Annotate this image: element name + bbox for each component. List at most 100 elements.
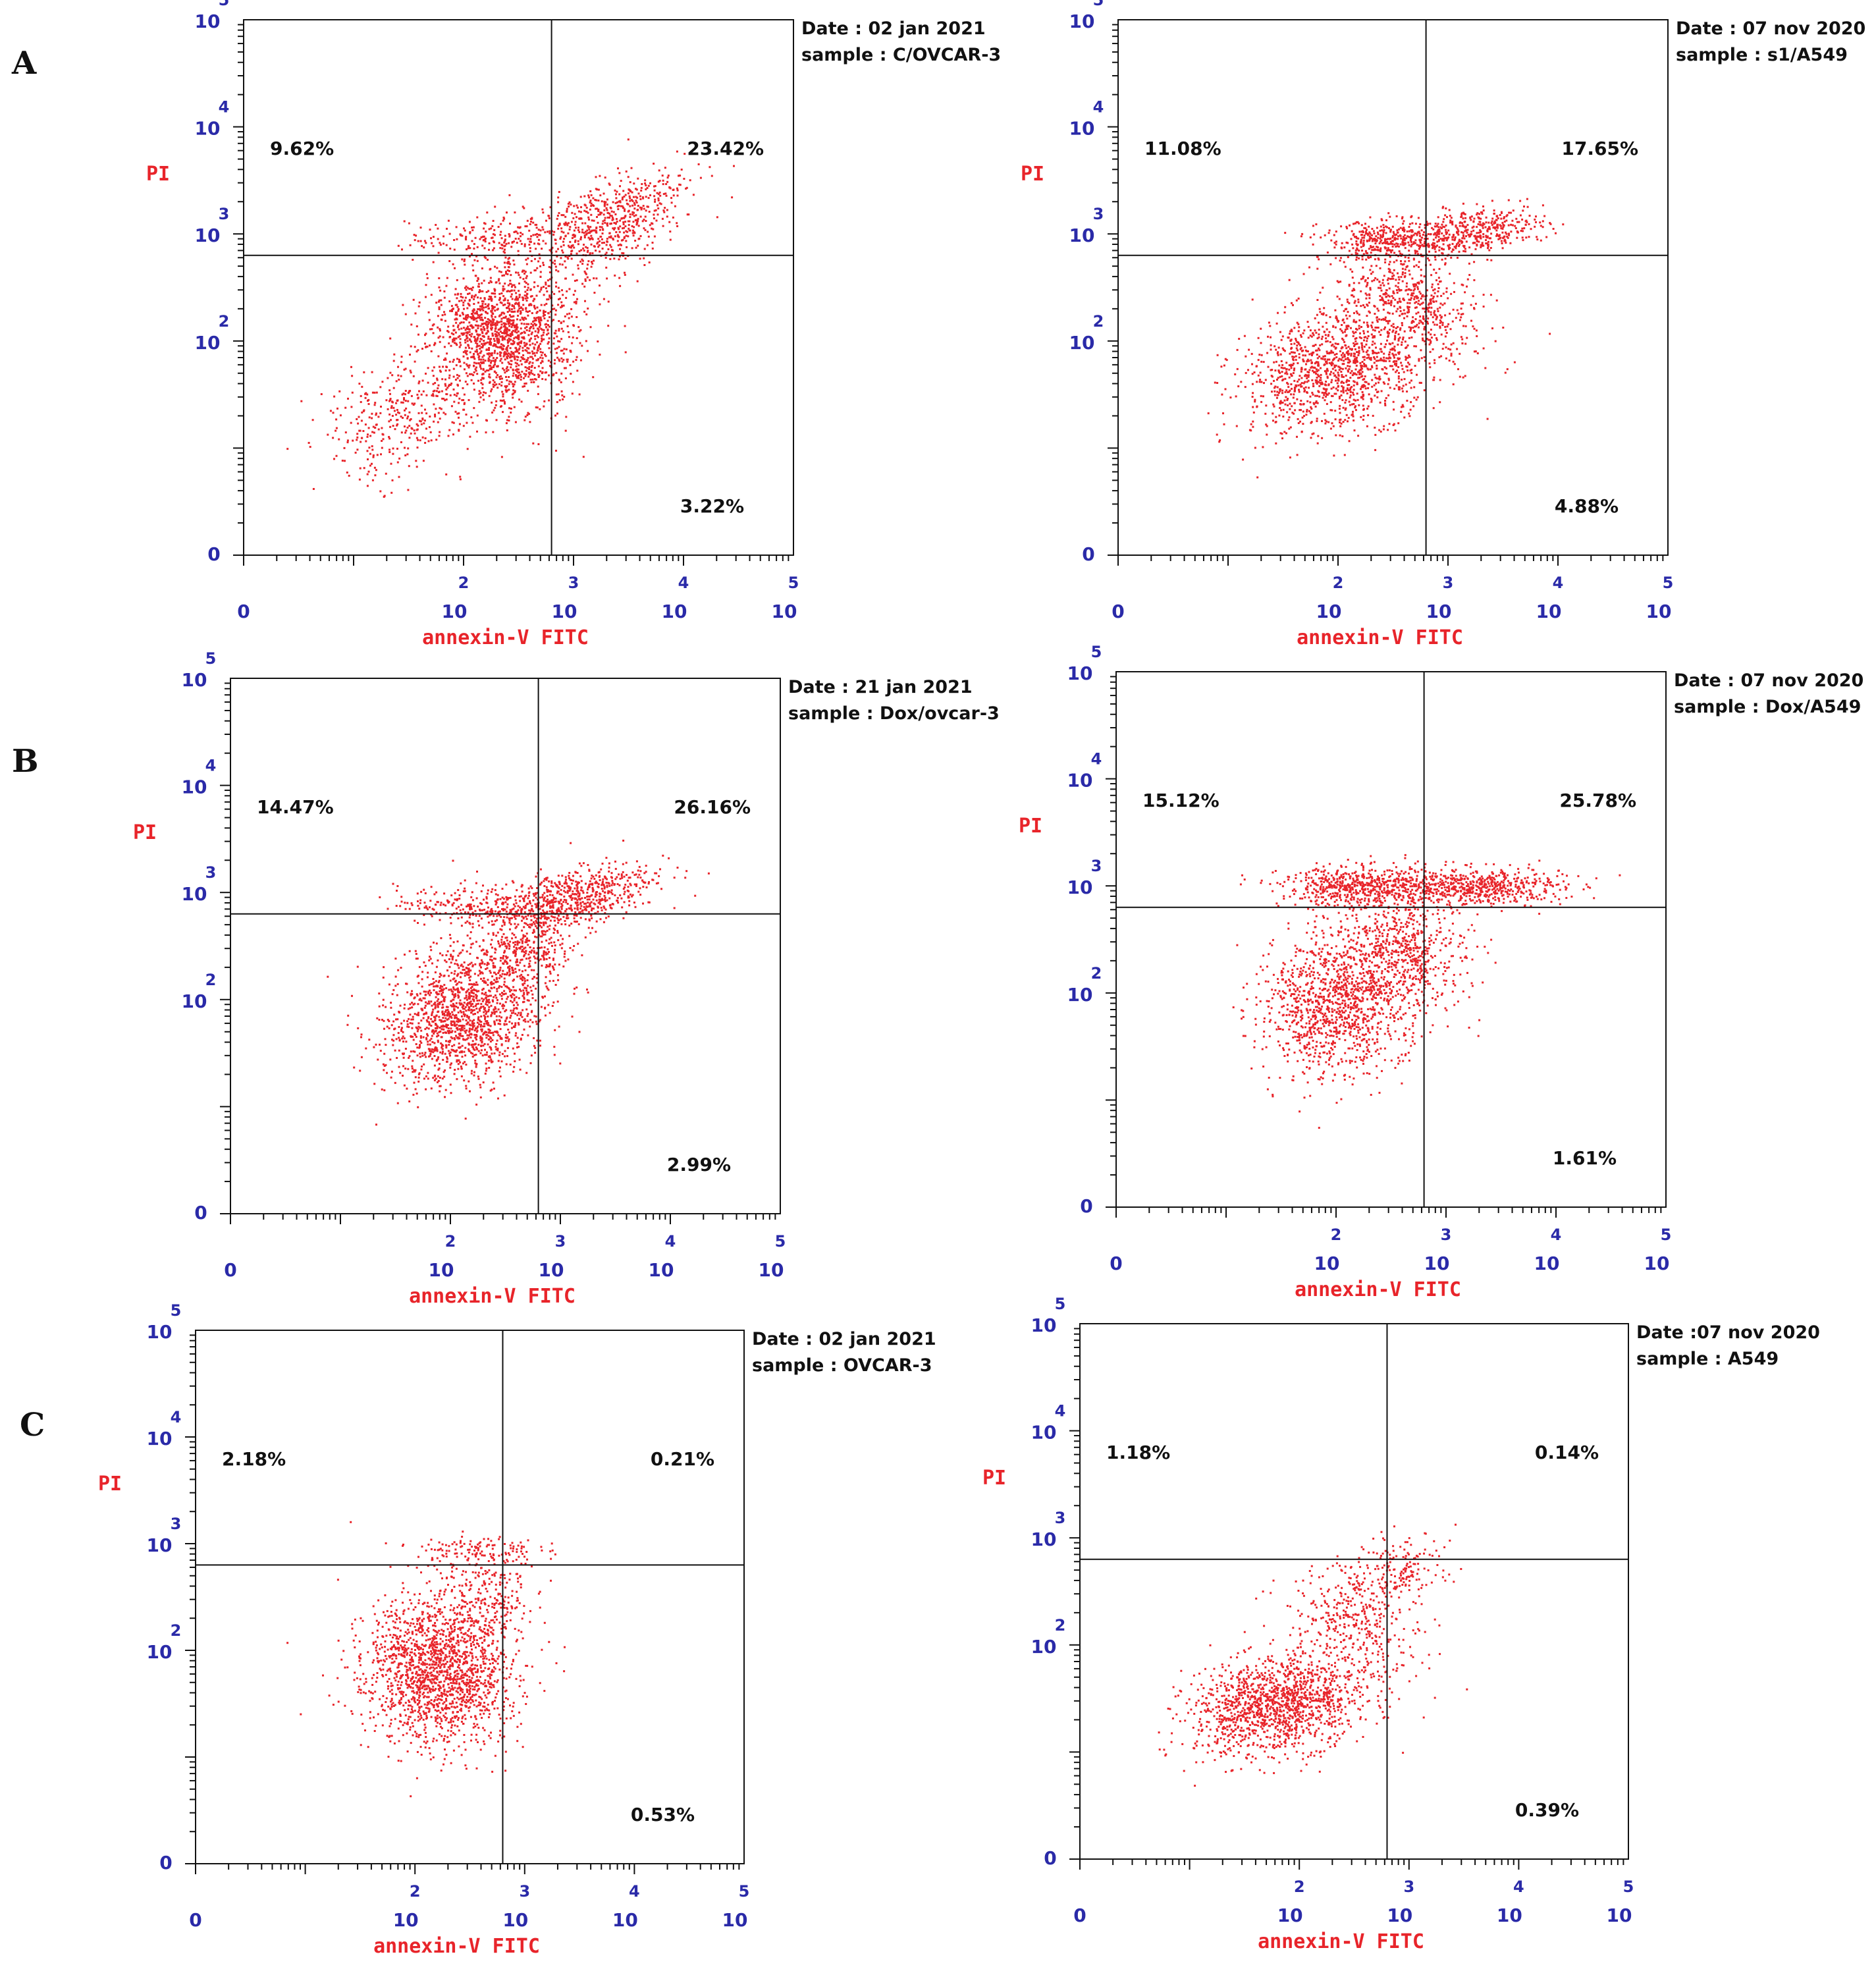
- event-dot: [524, 245, 526, 247]
- event-dot: [1391, 273, 1393, 275]
- event-dot: [498, 341, 500, 343]
- event-dot: [505, 376, 507, 378]
- event-dot: [1457, 368, 1459, 370]
- event-dot: [687, 213, 689, 215]
- event-dot: [1453, 383, 1455, 385]
- event-dot: [1396, 215, 1398, 217]
- event-dot: [456, 413, 458, 415]
- event-dot: [591, 252, 593, 254]
- event-dot: [1277, 354, 1279, 356]
- event-dot: [433, 421, 435, 423]
- event-dot: [1432, 316, 1434, 318]
- event-dot: [421, 394, 423, 396]
- event-dot: [654, 236, 656, 238]
- event-dot: [448, 377, 450, 379]
- event-dot: [431, 242, 433, 244]
- event-dot: [1380, 329, 1382, 331]
- event-dot: [1380, 287, 1381, 289]
- event-dot: [456, 318, 458, 320]
- event-dot: [1408, 413, 1410, 415]
- event-dot: [479, 319, 481, 321]
- event-dot: [1428, 233, 1430, 235]
- event-dot: [1408, 270, 1410, 272]
- event-dot: [1279, 376, 1281, 378]
- event-dot: [410, 345, 412, 347]
- event-dot: [1403, 385, 1405, 387]
- event-dot: [1389, 343, 1391, 345]
- event-dot: [392, 425, 394, 427]
- event-dot: [1272, 404, 1274, 406]
- event-dot: [564, 216, 566, 218]
- event-dot: [558, 320, 560, 322]
- event-dot: [653, 214, 655, 216]
- event-dot: [379, 386, 381, 388]
- event-dot: [429, 319, 431, 321]
- event-dot: [1401, 365, 1403, 367]
- event-dot: [494, 340, 496, 342]
- event-dot: [513, 319, 515, 321]
- event-dot: [458, 336, 460, 338]
- event-dot: [583, 311, 585, 313]
- event-dot: [520, 232, 522, 234]
- event-dot: [649, 182, 651, 184]
- event-dot: [1412, 316, 1414, 318]
- event-dot: [454, 394, 456, 396]
- event-dot: [1361, 250, 1363, 252]
- event-dot: [549, 316, 550, 318]
- event-dot: [584, 223, 586, 225]
- event-dot: [639, 196, 641, 198]
- event-dot: [637, 205, 639, 207]
- x-tick-label-exponent: 2: [458, 574, 469, 592]
- event-dot: [1337, 296, 1339, 298]
- event-dot: [645, 184, 647, 186]
- event-dot: [1383, 227, 1385, 229]
- event-dot: [610, 207, 612, 209]
- event-dot: [584, 300, 586, 302]
- event-dot: [471, 373, 473, 375]
- event-dot: [484, 317, 486, 319]
- event-dot: [477, 296, 479, 298]
- event-dot: [657, 204, 658, 206]
- event-dot: [1430, 311, 1432, 313]
- event-dot: [1252, 373, 1254, 375]
- event-dot: [530, 379, 532, 381]
- event-dot: [1358, 313, 1360, 315]
- event-dot: [1398, 288, 1400, 290]
- event-dot: [1326, 322, 1327, 324]
- event-dot: [1337, 379, 1339, 381]
- event-dot: [499, 354, 501, 356]
- event-dot: [400, 375, 402, 377]
- event-dot: [666, 209, 668, 211]
- event-dot: [404, 221, 406, 223]
- event-dot: [460, 296, 462, 298]
- event-dot: [1363, 240, 1365, 242]
- event-dot: [470, 288, 472, 290]
- event-dot: [1276, 379, 1278, 381]
- event-dot: [558, 290, 560, 292]
- event-dot: [1416, 398, 1418, 400]
- event-dot: [395, 414, 397, 416]
- event-dot: [1408, 226, 1410, 228]
- event-dot: [416, 325, 418, 327]
- event-dot: [496, 365, 498, 367]
- event-dot: [1282, 416, 1284, 418]
- event-dot: [391, 400, 393, 402]
- event-dot: [336, 408, 338, 410]
- event-dot: [500, 400, 502, 402]
- event-dot: [455, 342, 457, 344]
- event-dot: [1297, 418, 1299, 420]
- event-dot: [503, 369, 505, 371]
- event-dot: [1274, 369, 1276, 371]
- event-dot: [1397, 308, 1399, 310]
- event-dot: [1370, 325, 1372, 327]
- event-dot: [1435, 272, 1437, 274]
- event-dot: [1415, 313, 1417, 315]
- event-dot: [1459, 251, 1461, 253]
- event-dot: [595, 227, 597, 229]
- event-dot: [418, 306, 420, 308]
- event-dot: [1341, 246, 1343, 248]
- event-dot: [474, 338, 476, 340]
- event-dot: [539, 324, 541, 326]
- event-dot: [421, 405, 423, 407]
- event-dot: [1416, 324, 1418, 326]
